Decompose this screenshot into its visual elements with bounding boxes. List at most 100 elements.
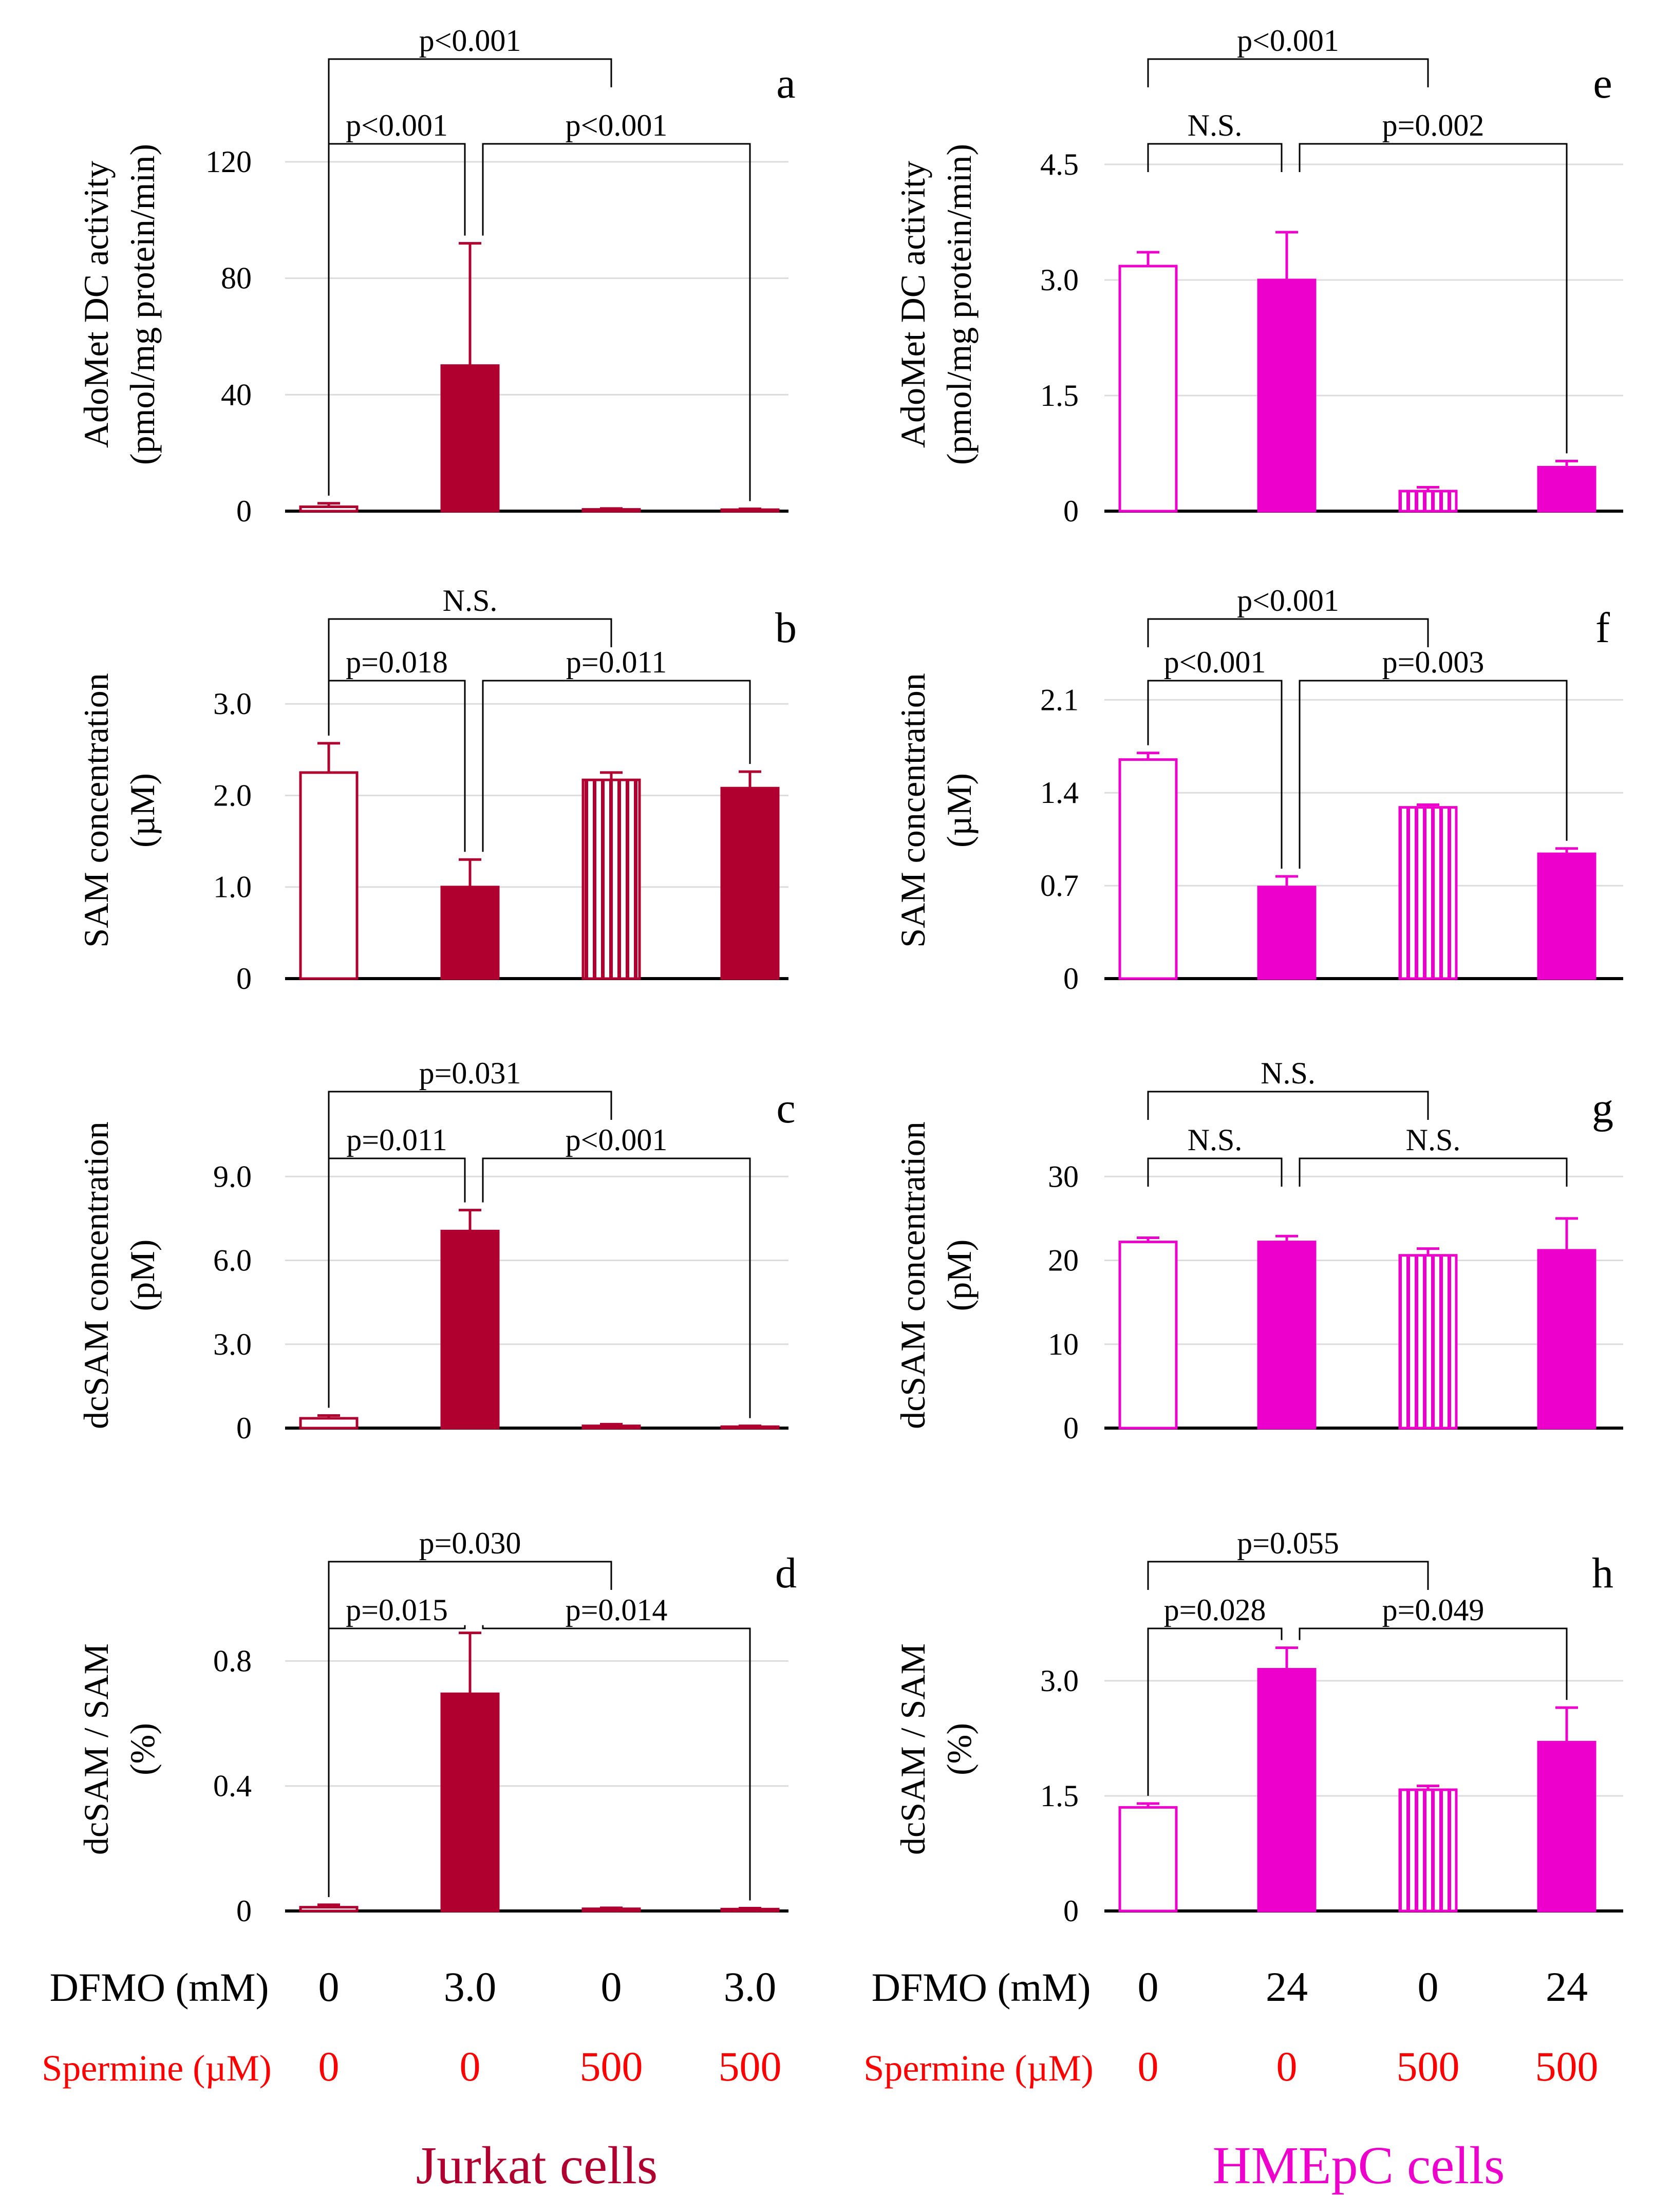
significance-bracket <box>482 680 751 852</box>
bar <box>1537 852 1596 980</box>
panel-e: 0 1.5 3.0 4.5 p<0.001 N.S. p=0.002 e AdoMet DC a… <box>893 24 1623 528</box>
significance-label: p=0.011 <box>346 1123 447 1157</box>
dfmo-value: 24 <box>1546 1963 1588 2010</box>
significance-label: p<0.001 <box>1237 24 1339 58</box>
significance-bracket <box>1299 1157 1568 1187</box>
significance-label: p<0.001 <box>1237 584 1339 617</box>
y-tick-label: 3.0 <box>213 687 252 721</box>
bar <box>1398 1254 1458 1430</box>
y-axis-label: AdoMet DC activity <box>893 161 932 448</box>
bar <box>440 364 500 513</box>
significance-label: p<0.001 <box>566 108 668 142</box>
y-tick-label: 3.0 <box>1040 263 1079 297</box>
group-title-jurkat: Jurkat cells <box>416 2136 658 2195</box>
y-axis-label: SAM concentration <box>893 673 932 947</box>
y-tick-label: 40 <box>221 378 252 411</box>
y-tick-label: 10 <box>1048 1327 1079 1361</box>
y-tick-label: 1.4 <box>1040 776 1079 810</box>
panel-label: e <box>1593 60 1612 107</box>
bar <box>1537 466 1596 513</box>
panel-f: 0 0.7 1.4 2.1 p<0.001 p<0.001 p=0.003 f SAM conc… <box>893 584 1623 996</box>
y-tick-label: 3.0 <box>213 1327 252 1361</box>
significance-label: N.S. <box>1188 1123 1243 1157</box>
significance-bracket <box>1299 143 1568 454</box>
y-tick-label: 2.1 <box>1040 683 1079 717</box>
panel-c: 0 3.0 6.0 9.0 p=0.031 p=0.011 p<0.001 c dcSAM co… <box>77 1056 796 1445</box>
y-axis-label-units: (µM) <box>123 773 162 848</box>
y-tick-label: 2.0 <box>213 778 252 812</box>
panel-d: 0 0.4 0.8 p=0.030 p=0.015 p=0.014 d dcSAM / SAM… <box>77 1526 797 1928</box>
y-tick-label: 0 <box>1063 494 1079 528</box>
y-tick-label: 0 <box>1063 1411 1079 1445</box>
dfmo-value: 24 <box>1266 1963 1308 2010</box>
spermine-value: 0 <box>318 2043 340 2090</box>
y-tick-label: 0 <box>236 962 252 996</box>
y-tick-label: 80 <box>221 261 252 295</box>
y-tick-label: 0.8 <box>213 1644 252 1678</box>
significance-label: p=0.049 <box>1382 1593 1485 1627</box>
panel-label: b <box>775 604 797 652</box>
y-axis-label: dcSAM concentration <box>77 1121 116 1429</box>
significance-label: p=0.011 <box>566 645 667 679</box>
y-axis-label-units: (%) <box>940 1723 979 1775</box>
y-tick-label: 3.0 <box>1040 1664 1079 1698</box>
significance-label: p=0.003 <box>1382 645 1485 679</box>
significance-bracket <box>328 680 466 852</box>
significance-bracket <box>328 143 466 496</box>
bar <box>1118 1241 1178 1430</box>
significance-bracket <box>1147 1627 1283 1796</box>
significance-label: p=0.015 <box>346 1593 448 1627</box>
y-axis-label-units: (µM) <box>940 773 979 848</box>
y-tick-label: 9.0 <box>213 1159 252 1193</box>
bar <box>440 1229 500 1430</box>
bar <box>299 505 359 513</box>
y-tick-label: 1.0 <box>213 870 252 904</box>
spermine-label: Spermine (µM) <box>42 2048 271 2089</box>
y-tick-label: 0 <box>236 494 252 528</box>
bar <box>1398 1788 1458 1913</box>
significance-bracket <box>328 1625 466 1897</box>
y-tick-label: 120 <box>205 145 252 179</box>
y-axis-label: dcSAM / SAM <box>893 1643 932 1855</box>
y-axis-label-units: (pmol/mg protein/min) <box>123 144 162 465</box>
y-tick-label: 6.0 <box>213 1244 252 1278</box>
bar <box>440 1692 500 1913</box>
y-tick-label: 0 <box>1063 962 1079 996</box>
dfmo-value: 0 <box>601 1963 622 2010</box>
spermine-value: 500 <box>719 2043 782 2090</box>
y-axis-label-units: (pmol/mg protein/min) <box>940 144 979 465</box>
bar <box>299 771 359 980</box>
significance-bracket <box>328 1157 466 1408</box>
bar <box>1257 278 1317 513</box>
group-title-hmepc: HMEpC cells <box>1212 2136 1505 2195</box>
y-tick-label: 0 <box>236 1894 252 1928</box>
significance-label: p=0.002 <box>1382 108 1485 142</box>
dfmo-value: 0 <box>318 1963 340 2010</box>
spermine-value: 0 <box>1138 2043 1159 2090</box>
panel-label: a <box>776 60 795 107</box>
spermine-value: 500 <box>580 2043 643 2090</box>
significance-label: p=0.018 <box>346 645 448 679</box>
y-tick-label: 0.7 <box>1040 869 1079 903</box>
significance-label: p<0.001 <box>1164 645 1266 679</box>
spermine-value: 500 <box>1535 2043 1599 2090</box>
bar <box>1537 1249 1596 1430</box>
significance-bracket <box>482 143 751 501</box>
y-axis-label-units: (pM) <box>123 1240 162 1311</box>
dfmo-value: 3.0 <box>724 1963 777 2010</box>
panel-label: c <box>776 1084 795 1132</box>
bar <box>440 886 500 980</box>
bar <box>1257 886 1317 980</box>
significance-label: N.S. <box>1406 1123 1461 1157</box>
y-tick-label: 4.5 <box>1040 147 1079 181</box>
significance-label: p=0.031 <box>419 1056 521 1090</box>
significance-bracket <box>328 618 612 736</box>
y-tick-label: 0.4 <box>213 1769 252 1803</box>
bar <box>720 786 780 980</box>
dfmo-label: DFMO (mM) <box>872 1965 1091 2010</box>
y-axis-label: dcSAM concentration <box>893 1121 932 1429</box>
y-axis-label: AdoMet DC activity <box>77 161 116 448</box>
significance-label: p<0.001 <box>566 1123 668 1157</box>
spermine-value: 500 <box>1397 2043 1460 2090</box>
significance-label: p=0.014 <box>566 1593 668 1627</box>
